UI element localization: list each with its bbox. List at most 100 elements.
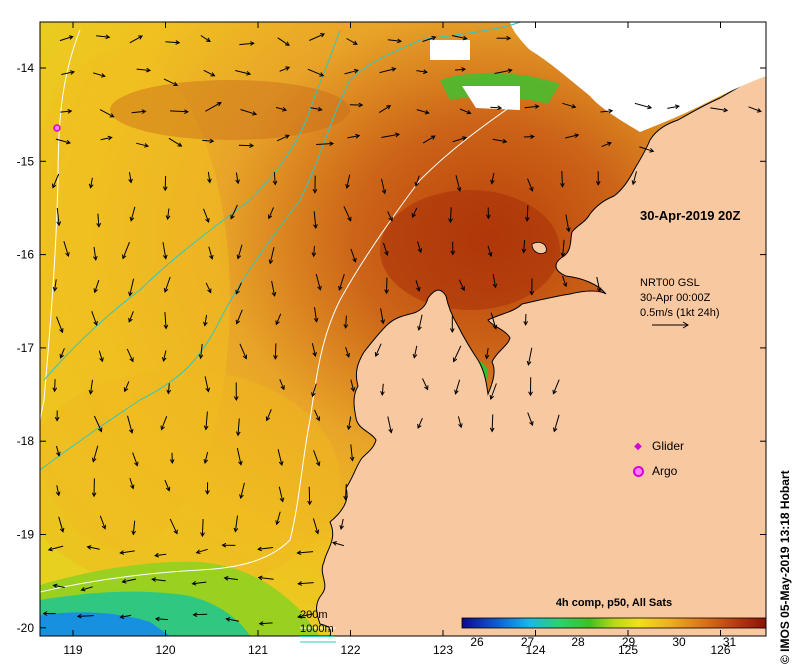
current-arrow-head — [552, 389, 557, 395]
current-arrow-head — [56, 221, 62, 227]
current-arrow — [266, 409, 272, 421]
current-arrow — [128, 311, 134, 322]
current-arrow-head — [506, 35, 512, 41]
current-arrow — [297, 551, 314, 554]
current-arrow-head — [173, 529, 178, 535]
legend-glider: ◆ Glider — [632, 434, 684, 459]
current-arrow — [91, 311, 98, 326]
current-arrow — [96, 35, 110, 38]
current-arrow-head — [59, 527, 65, 533]
current-arrow — [415, 280, 420, 292]
current-arrow — [204, 376, 209, 392]
current-arrow-head — [275, 520, 280, 526]
glider-diamond-icon: ◆ — [634, 441, 642, 452]
current-arrow — [63, 241, 69, 257]
current-arrow — [162, 242, 167, 259]
current-arrow-head — [456, 186, 462, 192]
current-arrow-head — [574, 133, 580, 138]
current-arrow-head — [595, 181, 601, 186]
current-arrow — [350, 444, 353, 461]
current-arrow-head — [521, 248, 527, 254]
current-arrow — [350, 379, 355, 392]
current-arrow — [196, 548, 208, 554]
current-arrow-head — [105, 34, 111, 40]
current-arrow-head — [203, 321, 208, 327]
current-arrow — [136, 142, 149, 147]
current-arrow — [313, 211, 317, 229]
current-arrow — [345, 483, 347, 500]
current-arrow-head — [552, 427, 558, 433]
current-arrow — [313, 245, 315, 257]
current-arrow-head — [239, 494, 244, 500]
current-arrow — [56, 316, 63, 333]
current-arrow — [601, 142, 612, 148]
current-arrow-head — [128, 317, 133, 323]
current-arrow — [99, 109, 114, 118]
current-arrow-head — [284, 134, 290, 139]
current-arrow — [710, 107, 728, 111]
current-arrow — [309, 33, 325, 41]
current-arrow-head — [134, 461, 139, 467]
vector-legend-scale: 0.5m/s (1kt 24h) — [640, 307, 720, 319]
current-arrow-head — [315, 461, 321, 467]
current-arrow-head — [235, 319, 241, 325]
current-arrow-head — [56, 451, 61, 457]
current-arrow — [54, 379, 56, 392]
current-arrow — [387, 416, 392, 433]
current-arrow-head — [257, 546, 262, 552]
current-arrow-head — [275, 320, 280, 326]
current-arrow-head — [448, 218, 453, 224]
current-arrow — [269, 246, 275, 264]
current-arrow — [340, 518, 344, 530]
x-tick-label: 125 — [618, 643, 638, 657]
colorbar-tick-label: 28 — [571, 635, 585, 649]
current-arrow — [129, 278, 135, 296]
current-arrow — [52, 173, 60, 188]
current-arrow-head — [128, 428, 134, 434]
current-arrow-head — [329, 141, 335, 147]
current-arrow — [311, 343, 316, 357]
current-arrow-head — [492, 324, 498, 330]
current-arrow-head — [649, 148, 655, 153]
current-arrow-head — [162, 254, 168, 260]
current-arrow-head — [160, 425, 165, 431]
current-arrow-head — [88, 183, 94, 189]
current-arrow-head — [76, 613, 82, 619]
current-arrow — [169, 518, 178, 534]
current-arrow-head — [452, 357, 458, 363]
current-arrow — [235, 172, 239, 184]
current-arrow-head — [296, 550, 302, 556]
current-arrow-head — [173, 81, 179, 86]
current-arrow — [417, 417, 423, 429]
current-arrow — [449, 207, 452, 223]
current-arrow — [56, 207, 60, 226]
current-arrow — [60, 110, 72, 113]
current-arrow — [494, 69, 512, 74]
current-arrow — [458, 279, 465, 291]
current-arrow-head — [273, 354, 278, 360]
current-arrow — [236, 309, 243, 324]
current-arrow-head — [388, 428, 393, 434]
current-arrow-head — [65, 139, 71, 145]
current-arrow — [562, 102, 576, 108]
current-arrow — [345, 347, 350, 358]
current-arrow-head — [560, 252, 566, 258]
current-arrow-head — [249, 143, 255, 148]
current-arrow-head — [128, 291, 133, 297]
current-arrow-head — [345, 352, 350, 358]
current-arrow-head — [191, 580, 197, 586]
current-arrow-head — [52, 183, 57, 189]
colorbar-ticks: 26 27 28 29 30 31 — [470, 635, 736, 649]
current-arrow — [275, 313, 282, 325]
current-arrow-head — [489, 427, 495, 433]
current-arrow-head — [460, 286, 465, 292]
current-arrow-head — [311, 252, 317, 258]
current-arrow — [422, 36, 436, 42]
current-arrow-head — [54, 416, 60, 422]
current-arrow — [487, 245, 492, 257]
current-arrow — [164, 479, 170, 491]
current-arrow-head — [258, 621, 264, 626]
current-arrow — [164, 276, 171, 293]
current-arrow — [155, 553, 167, 557]
